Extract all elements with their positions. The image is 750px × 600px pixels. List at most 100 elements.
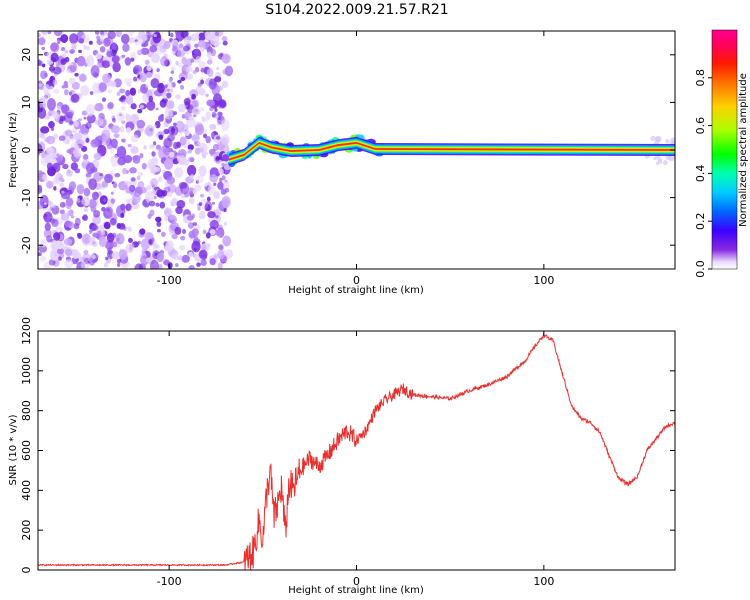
noise-speckle <box>190 33 200 42</box>
noise-speckle <box>190 174 195 180</box>
noise-speckle <box>127 143 132 148</box>
noise-speckle <box>46 235 53 243</box>
noise-speckle <box>200 79 205 85</box>
noise-speckle <box>41 46 46 50</box>
noise-speckle <box>194 123 204 136</box>
noise-speckle <box>655 155 660 160</box>
noise-speckle <box>124 57 132 66</box>
noise-speckle <box>96 35 101 40</box>
noise-speckle <box>129 243 135 249</box>
noise-speckle <box>74 168 81 174</box>
noise-speckle <box>78 130 82 134</box>
noise-speckle <box>71 81 80 90</box>
noise-speckle <box>167 262 173 269</box>
noise-speckle <box>60 46 66 51</box>
noise-speckle <box>148 238 153 245</box>
noise-speckle <box>161 231 166 237</box>
noise-speckle <box>58 176 63 181</box>
noise-speckle <box>137 89 141 94</box>
noise-speckle <box>134 263 144 269</box>
noise-speckle <box>130 134 139 143</box>
noise-speckle <box>222 153 230 162</box>
noise-speckle <box>116 111 125 122</box>
colorbar-ticks: 0.0 0.2 0.4 0.6 0.8 <box>694 69 712 278</box>
noise-speckle <box>118 223 126 230</box>
noise-speckle <box>98 236 107 248</box>
noise-speckle <box>650 135 656 142</box>
noise-speckle <box>196 257 201 262</box>
colorbar-tick-label: 0.6 <box>694 117 707 135</box>
noise-speckle <box>217 181 224 190</box>
colorbar-tick-label: 0.4 <box>694 165 707 183</box>
spectrogram-ylabel: Frequency (Hz) <box>8 112 19 188</box>
noise-speckle <box>147 196 151 200</box>
noise-speckle <box>127 226 132 230</box>
noise-speckle <box>40 126 50 134</box>
noise-speckle <box>116 258 122 263</box>
noise-speckle <box>77 72 87 83</box>
noise-speckle <box>141 238 150 251</box>
noise-speckle <box>195 66 200 73</box>
noise-speckle <box>76 55 86 67</box>
noise-speckle <box>130 57 135 62</box>
noise-speckle <box>90 166 98 173</box>
snr-xtick-label: 0 <box>353 575 360 588</box>
noise-speckle <box>193 247 198 251</box>
noise-speckle <box>211 111 217 118</box>
noise-speckle <box>38 143 43 155</box>
noise-speckle <box>69 120 74 125</box>
noise-speckle <box>210 48 217 57</box>
noise-speckle <box>157 176 163 183</box>
colorbar: 0.0 0.2 0.4 0.6 0.8 Normalized spectral ampl… <box>694 29 749 278</box>
noise-speckle <box>46 180 54 189</box>
noise-speckle <box>192 222 198 226</box>
noise-speckle <box>50 203 56 209</box>
noise-speckle <box>140 47 150 55</box>
noise-speckle <box>66 68 71 73</box>
noise-speckle <box>51 218 59 227</box>
noise-speckle <box>665 139 670 144</box>
noise-speckle <box>88 178 97 190</box>
noise-speckle <box>130 103 137 110</box>
noise-speckle <box>39 195 49 207</box>
noise-speckle <box>176 199 186 209</box>
noise-speckle <box>58 118 64 125</box>
noise-speckle <box>171 197 179 206</box>
noise-speckle <box>48 121 55 129</box>
noise-speckle <box>115 31 122 38</box>
noise-speckle <box>64 259 74 269</box>
noise-speckle <box>222 180 230 190</box>
noise-speckle <box>60 58 67 65</box>
noise-speckle <box>156 252 166 263</box>
noise-speckle <box>101 60 111 69</box>
noise-speckle <box>120 95 127 100</box>
noise-speckle <box>146 184 152 191</box>
noise-speckle <box>655 135 662 143</box>
noise-speckle <box>190 58 194 63</box>
noise-speckle <box>144 59 150 65</box>
noise-speckle <box>88 236 96 243</box>
noise-speckle <box>215 229 223 237</box>
noise-speckle <box>85 104 95 117</box>
noise-speckle <box>146 65 152 72</box>
noise-speckle <box>101 134 111 146</box>
noise-speckle <box>213 191 221 200</box>
noise-speckle <box>119 125 125 133</box>
noise-speckle <box>213 253 218 259</box>
noise-speckle <box>172 45 178 52</box>
noise-speckle <box>220 134 231 146</box>
noise-speckle <box>163 207 172 218</box>
noise-speckle <box>161 190 168 197</box>
noise-speckle <box>65 197 74 207</box>
noise-speckle <box>73 223 80 230</box>
noise-speckle <box>58 256 62 261</box>
figure-title: S104.2022.009.21.57.R21 <box>265 2 448 18</box>
noise-speckle <box>127 237 133 243</box>
spectrogram-ytick-label: -10 <box>20 189 33 207</box>
noise-speckle <box>662 160 668 166</box>
noise-speckle <box>83 116 87 120</box>
noise-speckle <box>171 253 179 261</box>
noise-speckle <box>95 117 104 127</box>
noise-speckle <box>56 39 61 45</box>
